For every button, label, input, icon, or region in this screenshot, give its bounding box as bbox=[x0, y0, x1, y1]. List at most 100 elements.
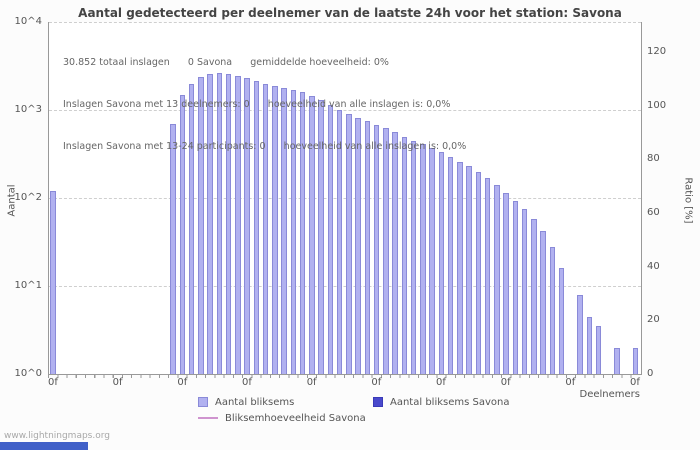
y-tick-right: 0 bbox=[647, 368, 654, 379]
legend-label: Aantal bliksems bbox=[215, 396, 295, 408]
bar bbox=[577, 294, 583, 374]
bar bbox=[235, 75, 241, 374]
y-axis-label-left: Aantal bbox=[6, 184, 18, 217]
x-axis-minor-ticks bbox=[48, 375, 640, 378]
x-tick: 0f bbox=[48, 377, 58, 388]
bar bbox=[383, 128, 389, 374]
y-tick-right: 100 bbox=[647, 99, 667, 111]
chart-annotations: 30.852 totaal inslagen 0 Savona gemiddel… bbox=[63, 28, 466, 182]
y-tick-right: 40 bbox=[647, 260, 660, 272]
bar bbox=[355, 117, 361, 374]
y-tick-right: 60 bbox=[647, 207, 660, 218]
gridline-10e1 bbox=[49, 286, 641, 287]
bar bbox=[484, 177, 491, 374]
bar bbox=[327, 104, 333, 374]
bar bbox=[494, 185, 500, 374]
bar bbox=[420, 144, 426, 374]
legend-swatch-box bbox=[373, 397, 383, 407]
bar bbox=[503, 192, 509, 374]
x-tick: 0f bbox=[500, 377, 511, 388]
bar bbox=[549, 246, 555, 374]
bar bbox=[466, 166, 472, 374]
bar bbox=[632, 347, 639, 374]
watermark-link: www.lightningmaps.org bbox=[4, 431, 110, 441]
legend-item: Aantal bliksems bbox=[198, 397, 373, 408]
legend-swatch-line bbox=[198, 417, 218, 419]
legend-swatch-box bbox=[198, 397, 208, 407]
gridline-10e3 bbox=[49, 110, 641, 111]
bar bbox=[318, 100, 324, 374]
bar bbox=[346, 114, 352, 374]
bar bbox=[401, 136, 407, 374]
bar bbox=[392, 132, 398, 374]
x-axis-ticks: 0f 0f 0f 0f 0f 0f 0f 0f 0f 0f bbox=[48, 377, 640, 388]
bar bbox=[299, 92, 306, 374]
y-tick-right: 80 bbox=[647, 153, 660, 165]
x-tick: 0f bbox=[177, 377, 188, 388]
bar bbox=[438, 152, 444, 374]
legend-label: Aantal bliksems Savona bbox=[390, 396, 510, 408]
x-tick: 0f bbox=[371, 377, 382, 388]
bar bbox=[336, 110, 343, 374]
bar bbox=[253, 80, 259, 374]
gridline-10e4 bbox=[49, 22, 641, 23]
bar bbox=[225, 74, 232, 374]
bar bbox=[540, 231, 546, 374]
annotation-line-3: Inslagen Savona met 13-24 participants: … bbox=[63, 141, 467, 152]
bar bbox=[244, 78, 250, 374]
bar bbox=[207, 74, 213, 374]
bar bbox=[170, 123, 176, 374]
bar bbox=[272, 85, 278, 374]
bar bbox=[595, 326, 602, 374]
y-tick-left: 10^4 bbox=[14, 16, 42, 27]
bottom-blue-bar bbox=[0, 442, 88, 450]
bar bbox=[50, 191, 56, 374]
x-axis-label: Deelnemers bbox=[579, 389, 641, 400]
x-tick: 0f bbox=[112, 377, 123, 388]
x-tick: 0f bbox=[565, 377, 576, 388]
bar bbox=[558, 268, 565, 374]
bar bbox=[179, 94, 185, 374]
bar bbox=[281, 87, 287, 374]
y-tick-right: 120 bbox=[647, 46, 667, 57]
y-axis-left-ticks: 10^4 10^3 10^2 10^1 10^0 bbox=[12, 16, 44, 379]
x-tick: 0f bbox=[306, 377, 317, 388]
bar bbox=[373, 124, 380, 374]
y-tick-right: 20 bbox=[647, 314, 660, 326]
bar bbox=[475, 171, 481, 374]
y-tick-left: 10^3 bbox=[14, 104, 42, 115]
y-tick-left: 10^2 bbox=[14, 192, 42, 203]
legend-item: Bliksemhoeveelheid Savona bbox=[198, 413, 373, 424]
bar bbox=[309, 95, 315, 374]
x-tick: 0f bbox=[436, 377, 446, 388]
bar bbox=[512, 201, 518, 374]
chart-title: Aantal gedetecteerd per deelnemer van de… bbox=[78, 6, 622, 20]
annotation-line-2: Inslagen Savona met 13 deelnemers: 0 hoe… bbox=[63, 99, 451, 110]
legend-item: Aantal bliksems Savona bbox=[373, 397, 548, 408]
y-axis-label-right: Ratio [%] bbox=[682, 177, 694, 224]
y-axis-right-ticks: 120 100 80 60 40 20 0 bbox=[645, 22, 675, 379]
bar bbox=[447, 157, 454, 374]
bar bbox=[614, 347, 620, 374]
x-tick: 0f bbox=[630, 377, 640, 388]
bar bbox=[457, 161, 463, 374]
annotation-line-1: 30.852 totaal inslagen 0 Savona gemiddel… bbox=[63, 57, 389, 68]
bar bbox=[364, 121, 370, 374]
legend-label: Bliksemhoeveelheid Savona bbox=[225, 412, 366, 424]
gridline-10e2 bbox=[49, 198, 641, 199]
bar bbox=[216, 72, 222, 374]
chart-legend: Aantal bliksems Aantal bliksems Savona Bli… bbox=[198, 394, 548, 426]
y-tick-left: 10^1 bbox=[14, 280, 42, 291]
bar bbox=[290, 89, 296, 374]
bar bbox=[521, 209, 528, 374]
bar bbox=[262, 83, 269, 374]
bar bbox=[410, 140, 417, 374]
bar bbox=[198, 77, 204, 374]
x-tick: 0f bbox=[242, 377, 252, 388]
bar bbox=[586, 316, 592, 374]
bar bbox=[429, 148, 435, 374]
bar bbox=[188, 83, 195, 374]
y-tick-left: 10^0 bbox=[14, 368, 42, 379]
plot-area: 30.852 totaal inslagen 0 Savona gemiddel… bbox=[48, 22, 642, 375]
